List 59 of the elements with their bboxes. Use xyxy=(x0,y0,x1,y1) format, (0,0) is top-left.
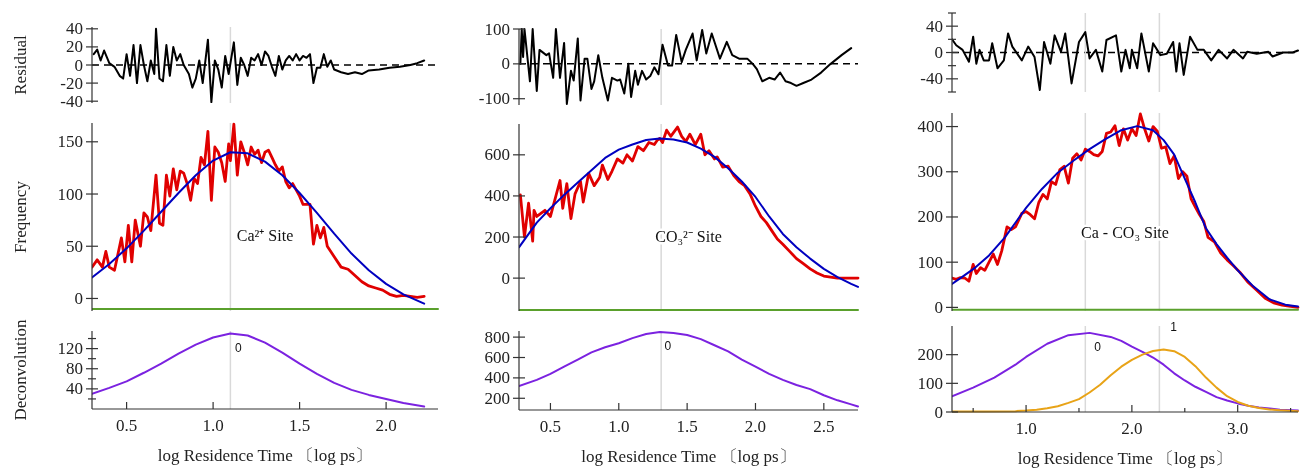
x-tick-label: 1.0 xyxy=(1015,419,1037,438)
y-tick-label: 100 xyxy=(484,19,510,39)
y-tick-label: 0 xyxy=(501,54,510,74)
y-axis-title: Residual xyxy=(11,34,30,95)
y-tick-label: 0 xyxy=(934,402,943,422)
x-tick-label: 2.0 xyxy=(1121,419,1143,438)
series-label: 1 xyxy=(1170,319,1178,334)
y-tick-label: 40 xyxy=(926,16,943,36)
series-label: 0 xyxy=(664,339,672,354)
y-tick-label: 100 xyxy=(917,252,943,272)
y-tick-label: 20 xyxy=(66,37,83,57)
y-tick-label: 50 xyxy=(66,236,83,256)
x-tick-label: 3.0 xyxy=(1227,419,1249,438)
y-tick-label: 0 xyxy=(74,288,83,308)
y-tick-label: 800 xyxy=(484,327,510,347)
y-axis-title: Frequency xyxy=(11,180,30,253)
y-tick-label: 400 xyxy=(484,368,510,388)
y-tick-label: 200 xyxy=(917,207,943,227)
y-tick-label: 80 xyxy=(66,359,83,379)
x-axis-title: log Residence Time 〔log ps〕 xyxy=(1017,449,1233,468)
y-tick-label: 0 xyxy=(501,268,510,288)
annotation: Ca - CO₃ Site xyxy=(1081,223,1169,241)
y-tick-label: 400 xyxy=(484,186,510,206)
y-tick-label: 0 xyxy=(74,55,83,75)
y-tick-label: -20 xyxy=(60,73,83,93)
annotation: CO₃²⁻ Site xyxy=(655,227,722,245)
y-tick-label: 600 xyxy=(484,348,510,367)
y-tick-label: 150 xyxy=(57,132,83,152)
y-tick-label: 0 xyxy=(934,43,943,62)
y-tick-label: 200 xyxy=(484,227,510,247)
x-tick-label: 0.5 xyxy=(539,417,562,436)
y-tick-label: 600 xyxy=(484,145,510,165)
x-tick-label: 2.5 xyxy=(813,417,835,436)
x-tick-label: 2.0 xyxy=(744,417,767,436)
y-tick-label: -100 xyxy=(478,89,510,109)
series-label: 0 xyxy=(1094,340,1102,355)
x-tick-label: 1.0 xyxy=(202,416,224,435)
annotation: Ca²⁺ Site xyxy=(236,227,294,245)
x-tick-label: 2.0 xyxy=(375,416,397,435)
y-tick-label: 100 xyxy=(917,373,943,393)
x-tick-label: 1.0 xyxy=(608,417,630,436)
y-axis-title: Deconvolution xyxy=(11,318,30,421)
y-tick-label: 0 xyxy=(934,297,943,317)
x-tick-label: 0.5 xyxy=(115,416,138,435)
y-tick-label: -40 xyxy=(60,91,83,111)
y-tick-label: 100 xyxy=(57,184,83,204)
series-label: 0 xyxy=(235,340,243,355)
y-tick-label: -40 xyxy=(920,69,943,89)
y-tick-label: 200 xyxy=(917,345,943,365)
y-tick-label: 200 xyxy=(484,388,510,408)
y-tick-label: 120 xyxy=(57,339,83,359)
y-tick-label: 300 xyxy=(917,162,943,182)
x-tick-label: 1.5 xyxy=(676,417,698,436)
y-tick-label: 40 xyxy=(66,379,83,399)
y-tick-label: 400 xyxy=(917,117,943,137)
x-axis-title: log Residence Time 〔log ps〕 xyxy=(157,446,373,465)
y-tick-label: 40 xyxy=(66,19,83,39)
x-axis-title: log Residence Time 〔log ps〕 xyxy=(581,447,796,466)
x-tick-label: 1.5 xyxy=(288,416,311,435)
